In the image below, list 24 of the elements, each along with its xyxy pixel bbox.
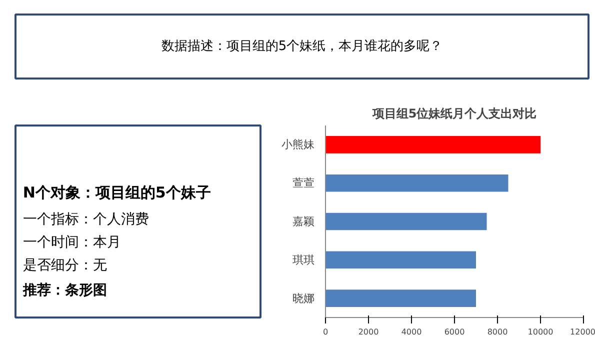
text: 一个时间：本月 (22, 234, 121, 251)
bar (326, 212, 487, 230)
x-tick-label: 10000 (528, 328, 554, 336)
y-tick-label: 小熊妹 (282, 138, 314, 152)
x-tick-label: 4000 (401, 328, 422, 336)
chart-title: 项目组5位妹纸月个人支出对比 (371, 106, 537, 120)
text: 推荐：条形图 (22, 282, 107, 299)
y-tick-label: 晓娜 (292, 292, 314, 305)
text: 一个指标：个人消费 (22, 212, 149, 228)
x-tick-label: 12000 (570, 328, 595, 336)
text: N个对象：项目组的5个妹子 (22, 184, 211, 202)
text: 是否细分：无 (22, 258, 107, 274)
y-tick-label: 琪琪 (292, 253, 314, 266)
bar (326, 174, 508, 192)
bar (326, 290, 476, 307)
bar (326, 136, 540, 154)
x-tick-label: 2000 (358, 328, 379, 336)
y-tick-label: 嘉颖 (292, 215, 314, 228)
bar (326, 251, 476, 269)
y-tick-label: 萱萱 (292, 176, 314, 190)
text: 数据描述：项目组的5个妹纸，本月谁花的多呢？ (161, 39, 443, 54)
x-tick-label: 0 (322, 328, 328, 336)
x-tick-label: 6000 (444, 328, 465, 336)
x-tick-label: 8000 (487, 328, 508, 336)
